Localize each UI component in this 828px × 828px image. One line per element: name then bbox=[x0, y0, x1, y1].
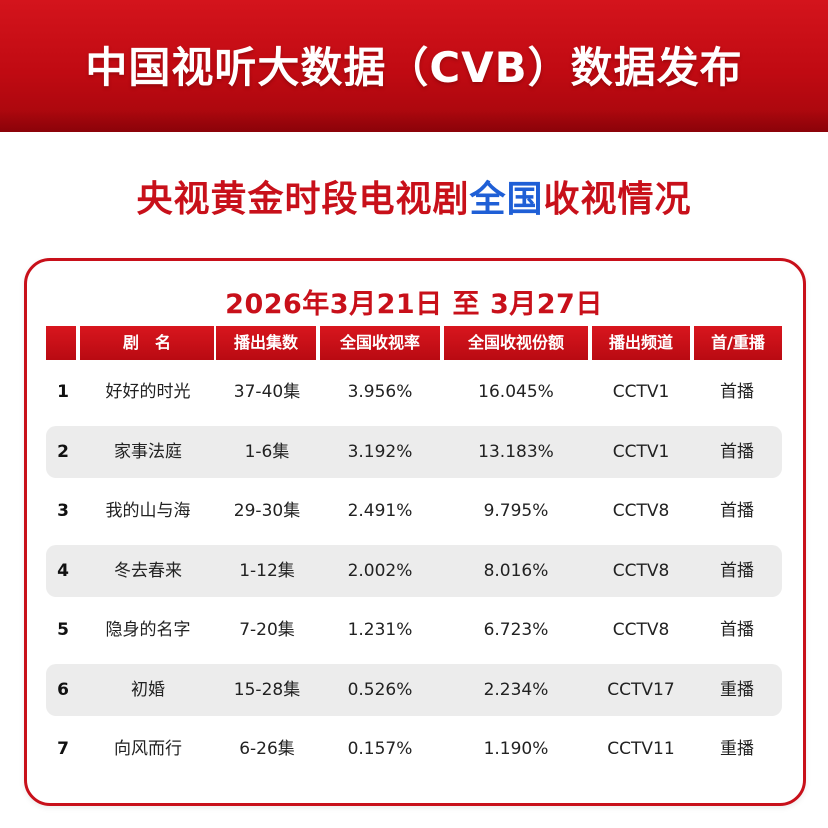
row-rank: 4 bbox=[57, 560, 69, 581]
table-row: 3 我的山与海 29-30集 2.491% 9.795% CCTV8 首播 bbox=[46, 485, 782, 537]
row-broadcast-type: 重播 bbox=[720, 679, 754, 700]
row-title: 向风而行 bbox=[114, 739, 182, 759]
row-broadcast-type: 首播 bbox=[720, 441, 754, 462]
row-share: 8.016% bbox=[483, 560, 549, 581]
row-title: 我的山与海 bbox=[105, 501, 191, 521]
subtitle: 央视黄金时段电视剧全国收视情况 bbox=[0, 170, 828, 222]
row-channel: CCTV8 bbox=[612, 501, 670, 521]
header-channel: 播出频道 bbox=[592, 326, 690, 360]
row-rating: 3.956% bbox=[347, 382, 413, 402]
header-broadcast-type: 首/重播 bbox=[694, 326, 782, 360]
row-share: 1.190% bbox=[483, 739, 549, 759]
row-broadcast-type: 首播 bbox=[720, 620, 754, 640]
row-title: 初婚 bbox=[131, 679, 165, 700]
row-rank: 7 bbox=[57, 739, 69, 759]
row-rank: 2 bbox=[57, 441, 69, 462]
row-title: 好好的时光 bbox=[105, 382, 191, 402]
row-rank: 5 bbox=[57, 620, 69, 640]
row-channel: CCTV17 bbox=[607, 679, 675, 700]
subtitle-part2: 收视情况 bbox=[543, 178, 692, 220]
row-rating: 1.231% bbox=[347, 620, 413, 640]
table-row: 4 冬去春来 1-12集 2.002% 8.016% CCTV8 首播 bbox=[46, 544, 782, 597]
header-share: 全国收视份额 bbox=[444, 326, 588, 360]
table-row: 6 初婚 15-28集 0.526% 2.234% CCTV17 重播 bbox=[46, 663, 782, 716]
row-rank: 3 bbox=[57, 501, 69, 521]
row-rating: 3.192% bbox=[347, 441, 413, 462]
row-title: 家事法庭 bbox=[114, 441, 182, 462]
row-title: 隐身的名字 bbox=[105, 620, 191, 640]
subtitle-accent: 全国 bbox=[469, 178, 544, 220]
row-rating: 0.157% bbox=[347, 739, 413, 759]
row-episodes: 7-20集 bbox=[239, 620, 295, 640]
subtitle-part1: 央视黄金时段电视剧 bbox=[136, 178, 470, 220]
row-share: 16.045% bbox=[478, 382, 554, 402]
row-share: 9.795% bbox=[483, 501, 549, 521]
row-channel: CCTV1 bbox=[612, 441, 670, 462]
page-title: 中国视听大数据（CVB）数据发布 bbox=[85, 43, 743, 92]
row-episodes: 29-30集 bbox=[233, 501, 301, 521]
header-episodes: 播出集数 bbox=[216, 326, 316, 360]
row-share: 13.183% bbox=[478, 441, 554, 462]
row-channel: CCTV8 bbox=[612, 560, 670, 581]
table-header: 剧 名 播出集数 全国收视率 全国收视份额 播出频道 首/重播 bbox=[46, 326, 782, 360]
row-rating: 2.002% bbox=[347, 560, 413, 581]
row-rank: 6 bbox=[57, 679, 69, 700]
row-episodes: 1-6集 bbox=[244, 441, 290, 462]
date-range: 2026年3月21日 至 3月27日 bbox=[225, 289, 603, 320]
table-row: 2 家事法庭 1-6集 3.192% 13.183% CCTV1 首播 bbox=[46, 425, 782, 478]
row-broadcast-type: 首播 bbox=[720, 501, 754, 521]
row-rating: 2.491% bbox=[347, 501, 413, 521]
header-title: 剧 名 bbox=[80, 326, 214, 360]
row-episodes: 15-28集 bbox=[233, 679, 301, 700]
row-rank: 1 bbox=[57, 382, 69, 402]
row-broadcast-type: 首播 bbox=[720, 382, 754, 402]
row-episodes: 1-12集 bbox=[239, 560, 295, 581]
row-channel: CCTV8 bbox=[612, 620, 670, 640]
header-rank-cell bbox=[46, 326, 76, 360]
row-share: 6.723% bbox=[483, 620, 549, 640]
row-broadcast-type: 首播 bbox=[720, 560, 754, 581]
row-episodes: 37-40集 bbox=[233, 382, 301, 402]
row-title: 冬去春来 bbox=[114, 560, 182, 581]
row-episodes: 6-26集 bbox=[239, 739, 295, 759]
row-share: 2.234% bbox=[483, 679, 549, 700]
table-row: 1 好好的时光 37-40集 3.956% 16.045% CCTV1 首播 bbox=[46, 366, 782, 418]
header-rating: 全国收视率 bbox=[320, 326, 440, 360]
row-rating: 0.526% bbox=[347, 679, 413, 700]
header-banner: 中国视听大数据（CVB）数据发布 bbox=[0, 0, 828, 132]
table-row: 7 向风而行 6-26集 0.157% 1.190% CCTV11 重播 bbox=[46, 723, 782, 775]
row-channel: CCTV1 bbox=[612, 382, 670, 402]
row-broadcast-type: 重播 bbox=[720, 739, 754, 759]
row-channel: CCTV11 bbox=[607, 739, 675, 759]
table-row: 5 隐身的名字 7-20集 1.231% 6.723% CCTV8 首播 bbox=[46, 604, 782, 656]
